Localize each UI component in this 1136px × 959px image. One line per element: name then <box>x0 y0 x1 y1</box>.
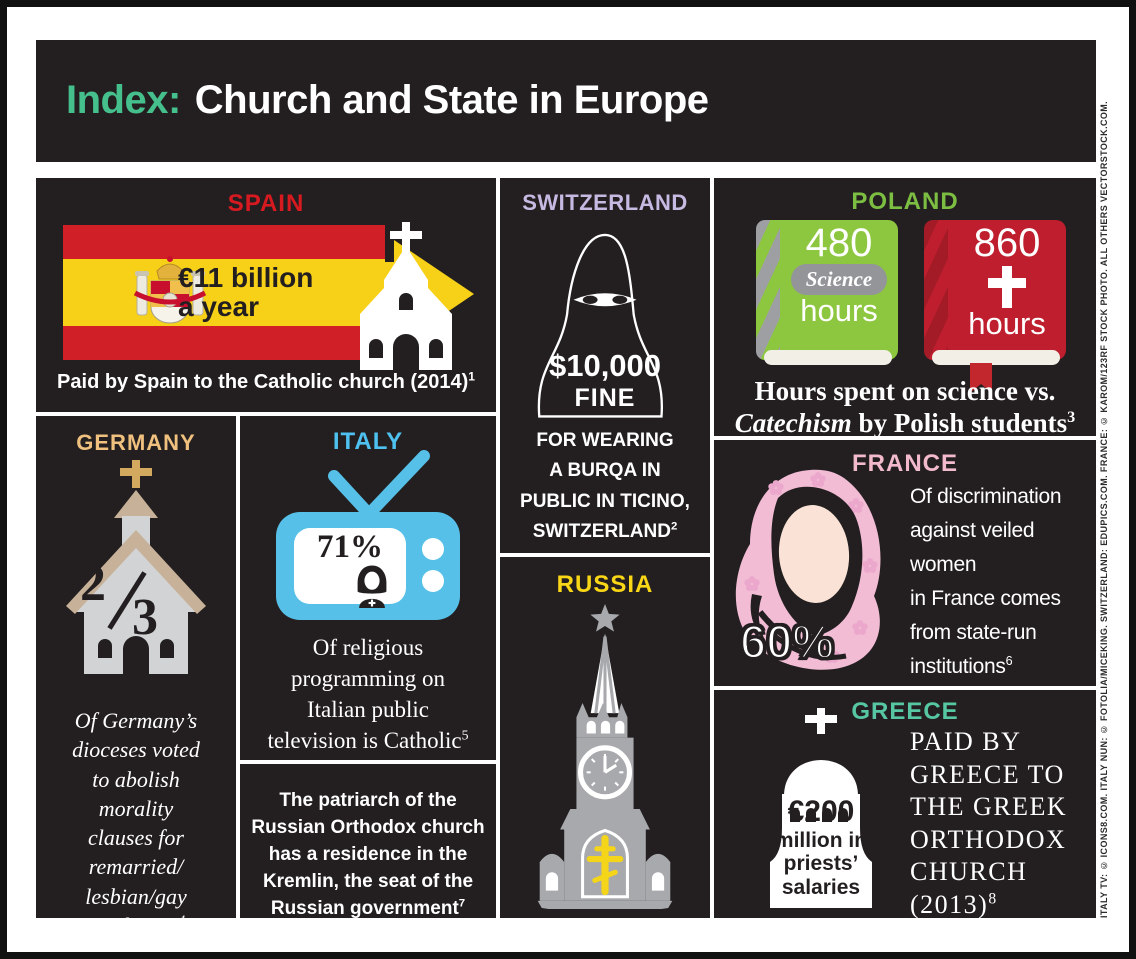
flag-red-band-bottom <box>63 326 385 360</box>
frame-border-left <box>0 0 7 959</box>
italy-title: ITALY <box>332 428 404 455</box>
catechism-hours-unit: hours <box>968 306 1046 341</box>
poland-title: POLAND <box>851 188 959 215</box>
poland-panel: POLAND 480 Science hours 860 hours Hours… <box>714 178 1096 438</box>
spain-title: SPAIN <box>227 190 305 217</box>
switzerland-panel: SWITZERLAND $10,000 FINE FOR WEARING A B… <box>500 178 710 553</box>
footnote-8: 8 <box>988 889 998 907</box>
title-main-label: Church and State in Europe <box>194 78 709 122</box>
title-index-label: Index: <box>66 78 181 122</box>
france-stat: 60% <box>738 614 835 670</box>
science-hours-unit: hours <box>800 293 878 328</box>
science-label: Science <box>790 264 888 295</box>
flag-red-band-top <box>63 225 385 259</box>
germany-panel: GERMANY 2 3 Of Germany’s dioceses voted … <box>36 416 236 938</box>
cross-icon <box>948 264 1066 308</box>
kremlin-tower-icon <box>537 604 673 909</box>
germany-fraction-stat: 2 3 <box>80 555 158 646</box>
footnote-6: 6 <box>1005 654 1013 669</box>
hijab-woman-graphic <box>735 469 881 670</box>
switzerland-title: SWITZERLAND <box>522 190 688 215</box>
germany-church-icon <box>66 460 206 674</box>
tv-icon: 71% <box>262 450 474 622</box>
science-hours-value: 480 <box>805 221 873 265</box>
science-book-icon: 480 Science hours <box>756 220 906 372</box>
spain-church-icon <box>360 222 452 370</box>
catechism-hours-value: 860 <box>973 221 1041 265</box>
italy-caption: Of religious programming on Italian publ… <box>267 635 469 754</box>
russia-title: RUSSIA <box>556 571 654 598</box>
footnote-1: 1 <box>468 369 475 384</box>
spain-caption: Paid by Spain to the Catholic church (20… <box>57 369 475 393</box>
poland-caption: Hours spent on science vs. Catechism by … <box>734 376 1076 438</box>
tv-knob-bottom <box>422 570 444 592</box>
russia-fact-caption: The patriarch of the Russian Orthodox ch… <box>251 790 485 919</box>
frame-border-bottom <box>0 952 1136 959</box>
catechism-book-pages <box>932 350 1060 365</box>
france-title: FRANCE <box>852 450 958 477</box>
spain-stat: €11 billion a year <box>178 262 314 322</box>
greece-church-icon <box>770 708 872 908</box>
science-book-pages <box>764 350 892 365</box>
greece-caption: PAID BY GREECE TO THE GREEK ORTHODOX CHU… <box>910 727 1068 919</box>
italy-stat: 71% <box>317 529 383 565</box>
germany-caption: Of Germany’s dioceses voted to abolish m… <box>72 708 200 938</box>
footnote-4: 4 <box>178 912 186 928</box>
catechism-book-spine <box>924 220 952 360</box>
footnote-5: 5 <box>461 727 469 743</box>
germany-title: GERMANY <box>76 430 196 455</box>
bookmark-ribbon-icon <box>970 363 992 393</box>
page-title: Index: Church and State in Europe <box>66 78 709 123</box>
spain-panel: SPAIN €11 <box>36 178 496 412</box>
tv-antenna-icon <box>328 450 430 520</box>
russia-fact-panel: The patriarch of the Russian Orthodox ch… <box>240 764 496 919</box>
greece-stat: €200 million in priests’ salaries <box>774 795 868 899</box>
footnote-3: 3 <box>1067 407 1076 426</box>
header-bar: Index: Church and State in Europe <box>36 40 1096 162</box>
tv-knob-top <box>422 538 444 560</box>
france-panel: FRANCE 60% <box>714 440 1096 686</box>
italy-panel: ITALY 71% Of religio <box>240 416 496 760</box>
nun-icon <box>357 565 387 608</box>
science-book-spine <box>756 220 784 360</box>
science-book-cover: 480 Science hours <box>780 220 898 360</box>
spain-coat-of-arms-icon <box>133 256 207 324</box>
footnote-7: 7 <box>458 897 466 910</box>
switzerland-stat: $10,000 FINE <box>548 348 662 412</box>
burqa-icon <box>537 233 663 418</box>
switzerland-caption: FOR WEARING A BURQA IN PUBLIC IN TICINO,… <box>520 430 690 543</box>
footnote-2: 2 <box>670 520 678 533</box>
catechism-book-cover: 860 hours <box>948 220 1066 360</box>
frame-border-top <box>0 0 1136 7</box>
russia-panel: RUSSIA <box>500 557 710 918</box>
greece-panel: GREECE €200 million in priests’ salaries… <box>714 690 1096 919</box>
catechism-book-icon: 860 hours <box>924 220 1074 393</box>
tv-screen: 71% <box>294 528 406 608</box>
france-caption: Of discrimination against veiled women i… <box>910 485 1062 679</box>
frame-border-right <box>1129 0 1136 959</box>
hijab-woman-icon: 60% <box>722 466 900 678</box>
photo-credits: ITALY TV: © ICONS8.COM. ITALY NUN: © FOT… <box>1099 100 1109 918</box>
greece-title: GREECE <box>851 698 959 725</box>
